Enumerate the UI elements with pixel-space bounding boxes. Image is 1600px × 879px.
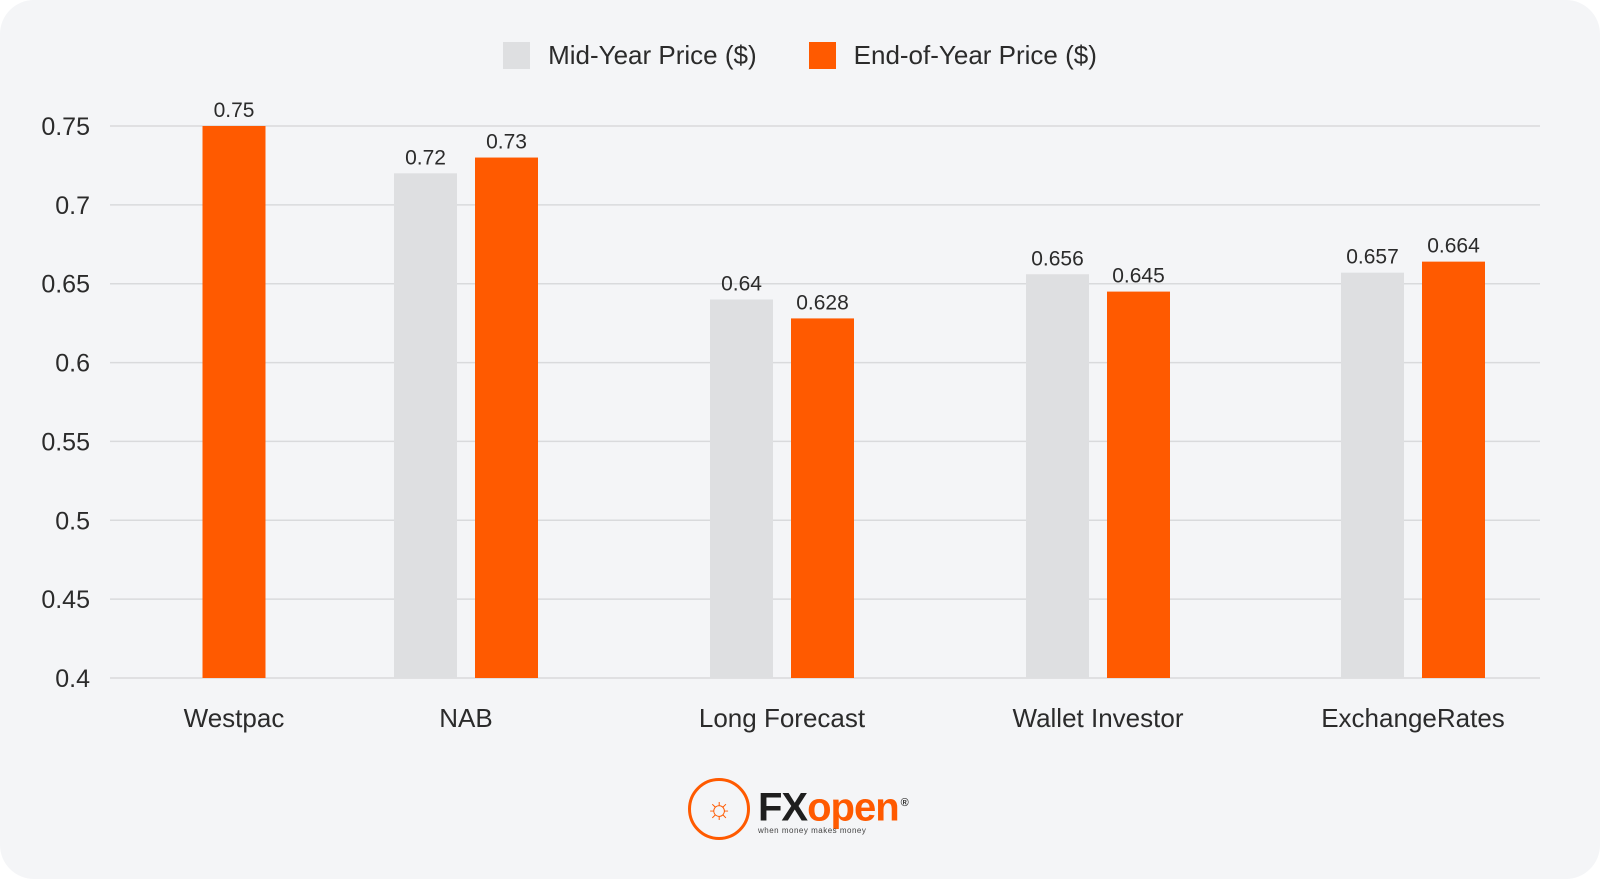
logo-text: FXopen ® when money makes money xyxy=(758,783,909,835)
logo-word-fx: FX xyxy=(758,785,808,830)
data-label: 0.664 xyxy=(1427,235,1480,258)
y-tick-label: 0.55 xyxy=(41,428,90,456)
x-tick-label: Long Forecast xyxy=(699,703,866,733)
logo-word-open: open xyxy=(807,785,900,830)
legend-item-mid-year: Mid-Year Price ($) xyxy=(503,40,757,71)
x-tick-label: Westpac xyxy=(184,703,285,733)
legend: Mid-Year Price ($) End-of-Year Price ($) xyxy=(0,40,1600,71)
bull-emblem-icon: ☼ xyxy=(688,778,750,840)
data-label: 0.657 xyxy=(1346,246,1399,269)
y-tick-label: 0.5 xyxy=(55,507,90,535)
legend-swatch-end-of-year xyxy=(808,42,836,69)
x-tick-label: NAB xyxy=(439,703,492,733)
fxopen-logo: ☼ FXopen ® when money makes money xyxy=(688,778,909,840)
bar-mid-year-price-wallet-investor xyxy=(1026,274,1089,678)
bar-end-of-year-price-exchangerates xyxy=(1422,261,1485,678)
data-label: 0.628 xyxy=(796,291,849,314)
data-label: 0.645 xyxy=(1112,265,1165,288)
data-label: 0.656 xyxy=(1031,247,1084,270)
data-label: 0.64 xyxy=(721,272,762,295)
y-tick-label: 0.4 xyxy=(55,665,90,693)
bar-end-of-year-price-nab xyxy=(475,157,538,679)
legend-item-end-of-year: End-of-Year Price ($) xyxy=(808,40,1097,71)
bar-end-of-year-price-wallet-investor xyxy=(1107,291,1170,678)
y-tick-label: 0.6 xyxy=(55,350,90,378)
legend-label-mid-year: Mid-Year Price ($) xyxy=(548,40,757,70)
bar-end-of-year-price-westpac xyxy=(202,126,266,678)
data-label: 0.73 xyxy=(486,131,527,154)
y-tick-label: 0.7 xyxy=(55,192,90,220)
legend-label-end-of-year: End-of-Year Price ($) xyxy=(853,40,1097,70)
bar-end-of-year-price-long-forecast xyxy=(791,318,854,678)
bar-mid-year-price-nab xyxy=(394,173,457,679)
y-tick-label: 0.75 xyxy=(41,113,90,141)
logo-tagline: when money makes money xyxy=(758,825,867,835)
x-tick-label: ExchangeRates xyxy=(1321,703,1505,733)
bar-mid-year-price-exchangerates xyxy=(1341,272,1404,678)
y-tick-label: 0.45 xyxy=(41,586,90,614)
data-label: 0.72 xyxy=(405,146,446,169)
y-tick-label: 0.65 xyxy=(41,271,90,299)
logo-registered-mark: ® xyxy=(900,797,909,810)
data-label: 0.75 xyxy=(214,99,255,122)
x-tick-label: Wallet Investor xyxy=(1013,703,1184,733)
logo-wordmark: FXopen ® xyxy=(758,783,909,830)
legend-swatch-mid-year xyxy=(503,42,531,69)
bar-mid-year-price-long-forecast xyxy=(710,299,773,678)
